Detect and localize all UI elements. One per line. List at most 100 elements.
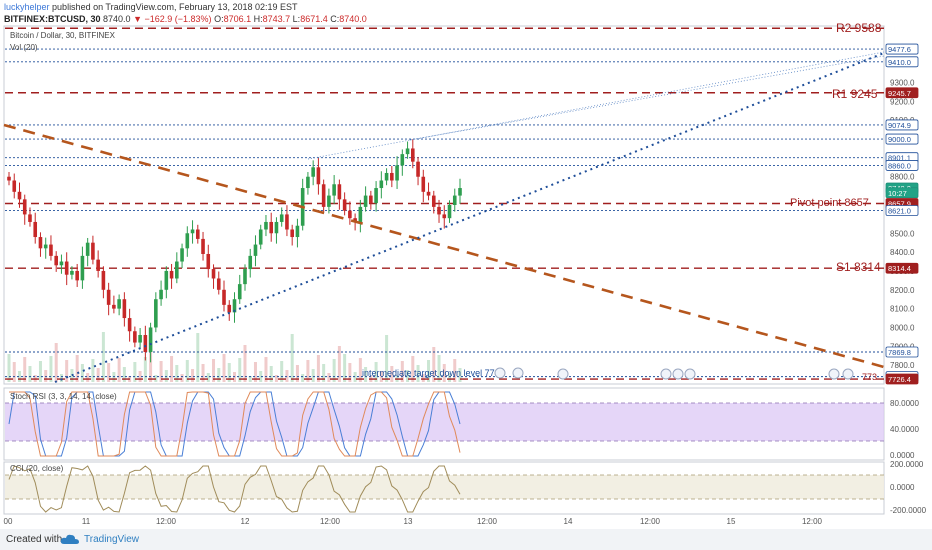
volume-bar — [164, 370, 168, 382]
uptrend-line[interactable] — [54, 52, 885, 383]
candle-body — [369, 195, 373, 204]
intermediate-target-label: intermediate target down level 7740 — [362, 368, 505, 378]
candle-body — [363, 195, 368, 207]
price-label-bg — [885, 373, 919, 385]
channel-line-upper-2 — [409, 55, 885, 141]
event-icon[interactable] — [828, 368, 840, 380]
volume-bar — [7, 354, 11, 382]
cci-band — [5, 475, 884, 499]
volume-bar — [437, 355, 441, 382]
candle-body — [342, 199, 347, 211]
candle-body — [64, 261, 69, 275]
candle-body — [206, 253, 211, 270]
volume-bar — [364, 367, 368, 382]
price-label: 8901.1 — [888, 154, 911, 163]
event-icon[interactable] — [557, 368, 569, 380]
candle-body — [59, 261, 64, 266]
price-tick: 8500.0 — [890, 229, 915, 238]
volume-bar — [138, 371, 142, 382]
candle-body — [374, 188, 378, 204]
event-icon[interactable] — [660, 368, 672, 380]
event-icon[interactable] — [672, 368, 684, 380]
price-label: 9410.0 — [888, 58, 911, 67]
volume-title: Vol (20) — [10, 43, 38, 52]
volume-bar — [427, 360, 431, 382]
low-label: L: — [292, 14, 301, 24]
author-link[interactable]: luckyhelper — [4, 2, 50, 12]
price-axis[interactable]: 9300.09200.09100.08800.08500.08400.08300… — [885, 43, 919, 385]
candle-body — [7, 176, 11, 181]
event-icon[interactable] — [494, 367, 506, 379]
price-label-bg — [885, 119, 919, 131]
symbol: BITFINEX:BTCUSD, 30 — [4, 14, 101, 24]
event-icon[interactable] — [842, 368, 854, 380]
candle-body — [216, 278, 221, 290]
volume-bar — [80, 364, 84, 382]
volume-bar — [322, 364, 326, 382]
tradingview-brand[interactable]: TradingView — [84, 534, 140, 545]
candle-body — [127, 318, 132, 332]
candle-body — [185, 233, 190, 249]
candle-body — [138, 335, 142, 343]
volume-bar — [411, 356, 415, 382]
candle-body — [431, 195, 436, 207]
event-markers[interactable] — [494, 367, 854, 380]
pivot-label: Pivot point 8657 — [790, 197, 869, 209]
event-icon[interactable] — [512, 367, 524, 379]
candle-body — [117, 299, 121, 309]
price-label: 9000.0 — [888, 135, 911, 144]
price-label-bg — [885, 56, 919, 68]
candle-body — [148, 327, 153, 352]
price-tick: 8200.0 — [890, 286, 915, 295]
volume-bar — [91, 359, 95, 382]
time-tick: 12:00 — [640, 517, 661, 526]
price-change: ▼ −162.9 (−1.83%) — [133, 14, 212, 24]
downtrend-line[interactable] — [3, 123, 885, 369]
candle-body — [416, 161, 420, 177]
volume-bar — [448, 373, 452, 382]
volume-bar — [259, 371, 263, 382]
volume-bar — [206, 373, 210, 382]
time-tick: 15 — [727, 517, 736, 526]
volume-bar — [253, 362, 257, 382]
candle-body — [80, 255, 85, 281]
price-tick: 9200.0 — [890, 97, 915, 106]
main-pane[interactable] — [3, 25, 885, 385]
candle-body — [237, 284, 242, 300]
time-tick: 14 — [564, 517, 573, 526]
volume-bar — [75, 355, 79, 382]
event-icon[interactable] — [684, 368, 696, 380]
price-label-bg — [885, 160, 919, 171]
candle-body — [400, 154, 405, 166]
time-axis[interactable]: 00 11 12:00 12 12:00 13 12:00 14 12:00 15 12:00 — [4, 517, 823, 526]
candle-body — [379, 180, 384, 189]
r2-label: R2 9588 — [836, 21, 882, 35]
candle-body — [306, 176, 310, 189]
volume-bar — [227, 363, 231, 382]
volume-bar — [54, 343, 58, 382]
volume-bar — [86, 373, 90, 382]
chart-canvas[interactable]: Bitcoin / Dollar, 30, BITFINEX Vol (20) … — [0, 0, 932, 529]
volume-bar — [353, 372, 357, 382]
price-label-bg — [885, 87, 919, 99]
volume-bar — [180, 374, 184, 382]
volume-bar — [101, 332, 105, 382]
price-label: 10:27 — [888, 189, 907, 198]
volume-bar — [385, 335, 389, 382]
volume-bar — [458, 368, 462, 382]
volume-bar — [65, 360, 69, 382]
s2-partial-label: 773 — [862, 372, 877, 382]
price-label-bg — [885, 205, 919, 216]
stoch-title: Stoch RSI (3, 3, 14, 14, close) — [10, 392, 117, 401]
volume-bar — [170, 356, 174, 382]
s1-label: S1 8314 — [836, 260, 881, 274]
candle-body — [122, 299, 127, 319]
price-label: 8621.0 — [888, 206, 911, 215]
volume-bar — [390, 366, 394, 382]
volume-bar — [416, 365, 420, 382]
price-label: 9477.6 — [888, 45, 911, 54]
price-label: 8314.4 — [888, 264, 911, 273]
candle-body — [180, 248, 184, 262]
candle-body — [395, 165, 399, 181]
price-label: 9074.9 — [888, 121, 911, 130]
